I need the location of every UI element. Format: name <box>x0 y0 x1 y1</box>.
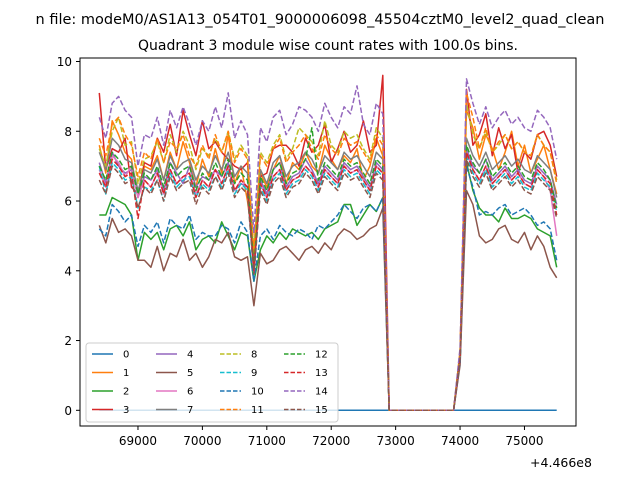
series-line-7 <box>98 137 558 412</box>
legend-label-10: 10 <box>251 387 264 398</box>
series-line-13 <box>98 151 558 412</box>
series-line-12 <box>98 127 558 412</box>
x-tick-label: 72000 <box>312 434 350 448</box>
series-line-15 <box>98 158 558 412</box>
legend-label-14: 14 <box>315 387 328 398</box>
legend-label-1: 1 <box>123 368 129 379</box>
x-tick-label: 70000 <box>183 434 221 448</box>
legend-label-7: 7 <box>187 405 193 416</box>
figure-suptitle: n file: modeM0/AS1A13_054T01_9000006098_… <box>36 12 605 28</box>
x-offset-label: +4.466e8 <box>530 455 592 470</box>
legend-label-8: 8 <box>251 350 257 361</box>
chart-title: Quadrant 3 module wise count rates with … <box>138 38 518 54</box>
x-tick-label: 73000 <box>377 434 415 448</box>
series-line-5 <box>98 189 558 412</box>
x-tick-label: 74000 <box>441 434 479 448</box>
y-tick-label: 2 <box>64 334 72 348</box>
y-tick-label: 4 <box>64 264 72 278</box>
y-tick-label: 8 <box>64 125 72 139</box>
x-tick-label: 71000 <box>248 434 286 448</box>
legend-label-0: 0 <box>123 350 129 361</box>
legend-label-13: 13 <box>315 368 328 379</box>
legend-label-5: 5 <box>187 368 193 379</box>
y-tick-label: 6 <box>64 195 72 209</box>
legend-label-15: 15 <box>315 405 328 416</box>
axes-ticks: 69000 70000 71000 72000 73000 74000 75000 0 2 4 6 8… <box>57 55 544 448</box>
legend-label-9: 9 <box>251 368 257 379</box>
legend-label-12: 12 <box>315 350 328 361</box>
x-tick-label: 75000 <box>505 434 543 448</box>
legend-box <box>85 342 339 423</box>
series-line-11 <box>98 92 558 412</box>
y-tick-label: 0 <box>64 404 72 418</box>
plot-area <box>98 74 558 412</box>
axes-frame <box>79 57 577 427</box>
x-tick-label: 69000 <box>119 434 157 448</box>
series-line-9 <box>98 154 558 412</box>
legend-label-11: 11 <box>251 405 264 416</box>
series-line-4 <box>98 147 558 412</box>
series-line-14 <box>98 78 558 412</box>
legend-label-3: 3 <box>123 405 129 416</box>
legend-label-6: 6 <box>187 387 193 398</box>
legend-label-4: 4 <box>187 350 193 361</box>
series-line-10 <box>98 165 558 412</box>
y-tick-label: 10 <box>57 55 72 69</box>
series-line-2 <box>99 161 558 412</box>
legend-label-2: 2 <box>123 387 129 398</box>
